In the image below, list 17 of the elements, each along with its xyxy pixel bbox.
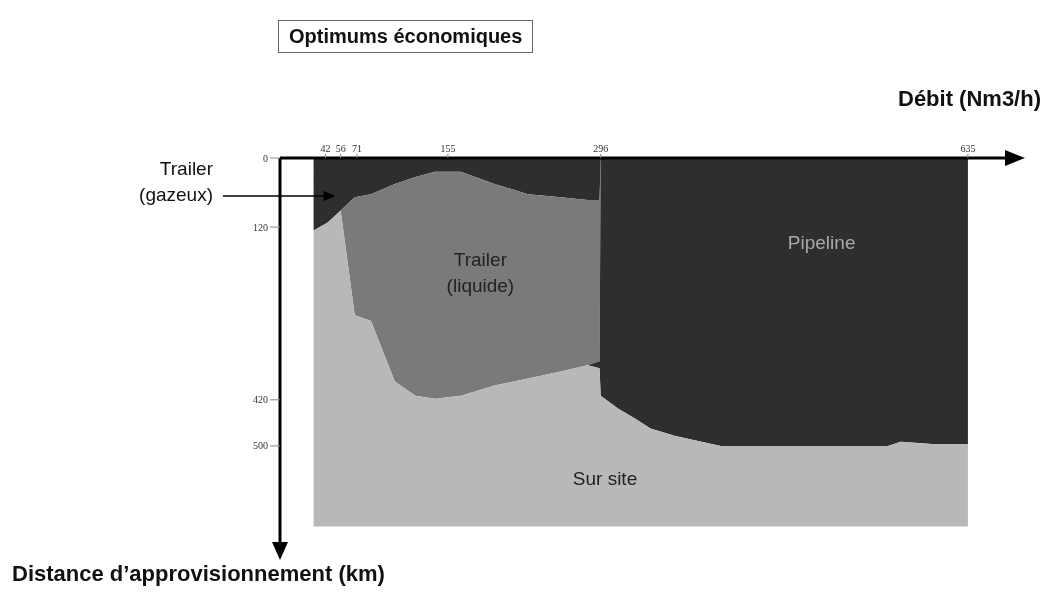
y-tick-label: 0 bbox=[263, 152, 268, 164]
series-label: Sur site bbox=[571, 466, 639, 491]
x-axis-title: Débit (Nm3/h) bbox=[898, 86, 1041, 112]
x-tick-label: 71 bbox=[351, 143, 362, 154]
y-tick-label: 120 bbox=[253, 221, 268, 233]
x-tick-label: 42 bbox=[320, 143, 331, 154]
series-label: Trailer (liquide) bbox=[445, 248, 516, 299]
text: Trailer (gazeux) bbox=[138, 157, 213, 207]
y-tick-label: 500 bbox=[253, 440, 268, 452]
chart-title: Optimums économiques bbox=[278, 20, 534, 53]
y-tick-label: 420 bbox=[253, 394, 268, 406]
x-tick-label: 296 bbox=[593, 143, 609, 154]
x-tick-label: 56 bbox=[335, 143, 346, 154]
series-label: Pipeline bbox=[786, 230, 857, 255]
x-tick-label: 635 bbox=[960, 143, 976, 154]
x-tick-label: 155 bbox=[440, 143, 456, 154]
y-axis-title: Distance d’approvisionnement (km) bbox=[12, 561, 385, 587]
